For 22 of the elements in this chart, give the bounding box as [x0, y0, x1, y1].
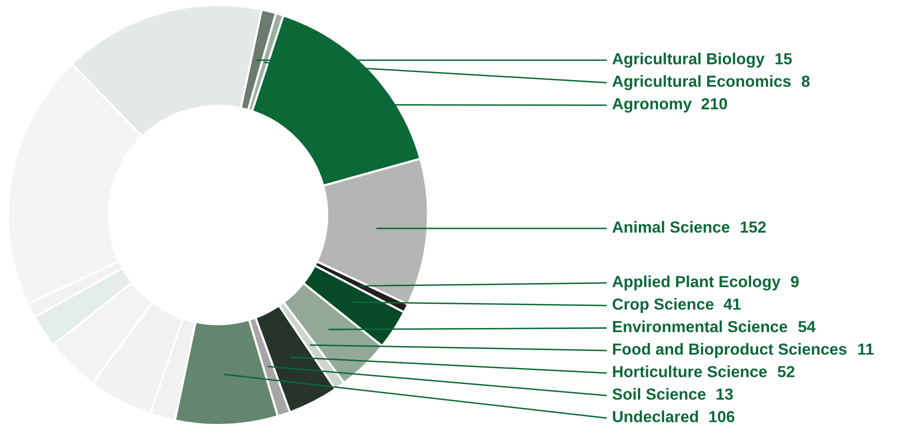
data-label: 8 [802, 76, 810, 87]
slice-label: Applied Plant Ecology [612, 276, 781, 290]
data-label: 152 [740, 221, 766, 233]
slice-label: Agronomy [612, 98, 692, 113]
slice-label: Crop Science [612, 298, 714, 313]
slice-label: Environmental Science [613, 320, 788, 332]
data-label: 106 [709, 410, 734, 422]
slice-label: Agricultural Biology [612, 52, 765, 68]
data-label: 52 [778, 366, 794, 378]
slice-label: Horticulture Science [613, 366, 767, 378]
data-label: 210 [702, 98, 727, 110]
data-label: 13 [716, 388, 733, 400]
slice-label: Soil Science [612, 388, 706, 400]
data-label: 11 [858, 344, 874, 355]
data-label: 9 [790, 276, 799, 288]
data-label: 54 [798, 321, 816, 332]
slice-label: Food and Bioproduct Sciences [613, 343, 847, 358]
slice-label: Animal Science [612, 220, 730, 233]
data-label: 41 [724, 298, 741, 310]
slice-label: Undeclared [612, 410, 698, 422]
data-label: 15 [776, 53, 792, 64]
slice-label: Agricultural Economics [612, 75, 791, 90]
